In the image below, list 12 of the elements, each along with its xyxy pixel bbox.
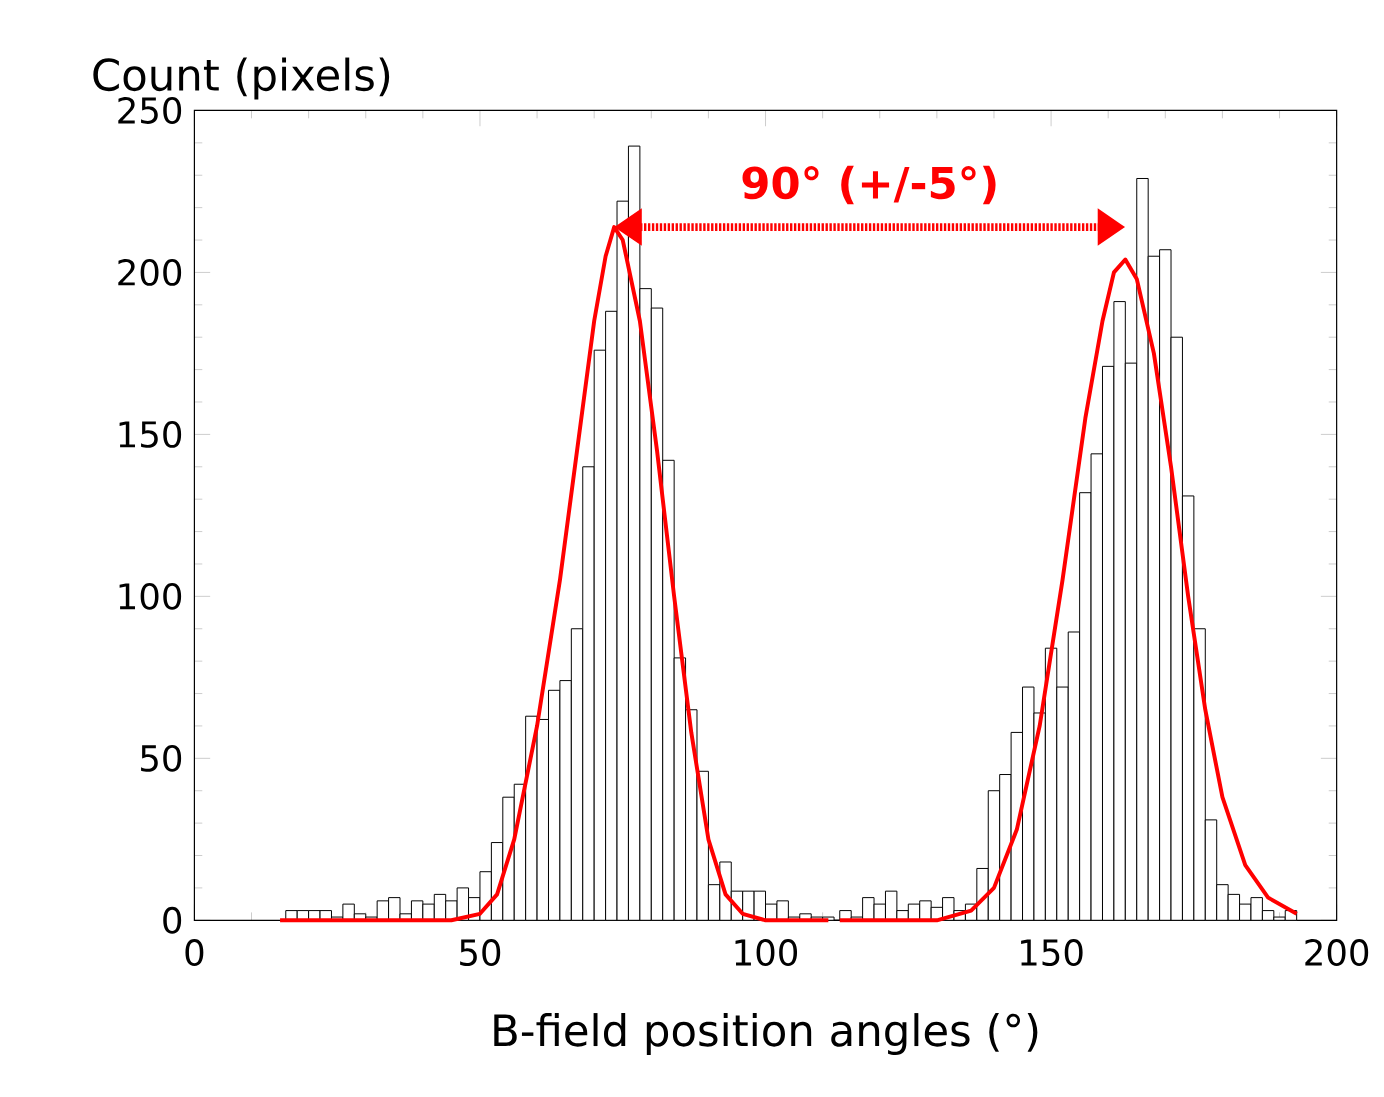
x-tick-label: 200 — [1305, 939, 1369, 967]
y-tick-label: 150 — [119, 421, 182, 448]
x-tick-label: 100 — [735, 939, 798, 967]
x-axis-title: B-field position angles (°) — [494, 1013, 1038, 1056]
y-tick-label: 50 — [141, 744, 182, 772]
annotation: 90° (+/-5°) — [742, 165, 996, 205]
y-tick-label: 200 — [118, 259, 182, 286]
y-tick-label: 100 — [119, 582, 182, 610]
x-tick-label: 50 — [460, 939, 501, 967]
x-tick-label: 0 — [185, 939, 204, 967]
y-tick-label: 0 — [163, 906, 182, 934]
x-tick-label: 150 — [1021, 939, 1083, 967]
